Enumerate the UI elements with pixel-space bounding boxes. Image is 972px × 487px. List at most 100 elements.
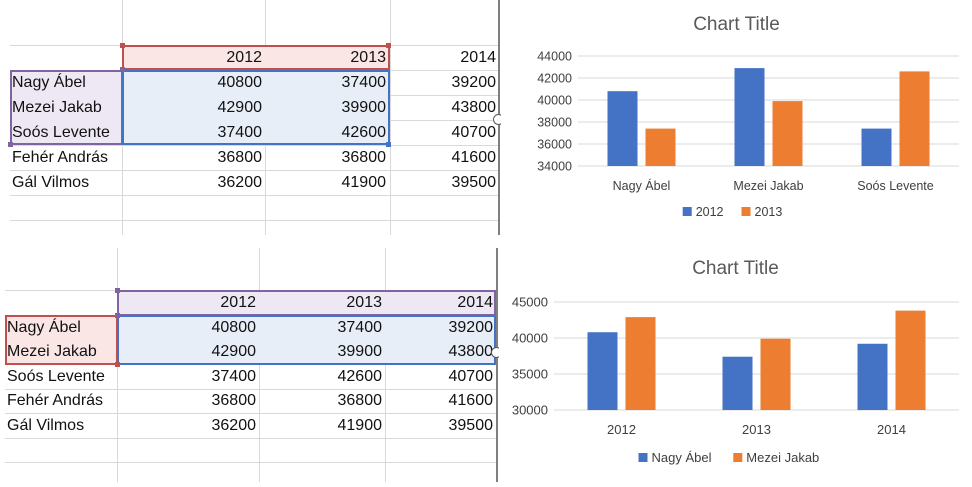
bar-2 [760, 338, 791, 410]
table-cell: 37400 [341, 74, 387, 91]
table-cell: 36800 [341, 149, 387, 166]
bar-1 [857, 343, 888, 410]
legend-swatch [682, 207, 692, 216]
bar-1 [861, 128, 892, 166]
row-label: Gál Vilmos [12, 174, 90, 191]
table-cell: 40800 [217, 74, 263, 91]
bar-2 [625, 317, 656, 410]
chart-bottom-svg: Chart Title 30000 35000 40000 45000 2012 2013 2… [512, 258, 959, 465]
resize-handle[interactable] [115, 288, 120, 293]
table-cell: 36800 [217, 149, 263, 166]
table-cell: 39900 [337, 343, 383, 360]
y-tick-label: 34000 [537, 160, 572, 174]
table-cell: 40800 [211, 319, 257, 336]
table-cell: 39500 [448, 417, 494, 434]
bar-2 [645, 128, 676, 166]
gridline [390, 0, 391, 235]
table-cell: 40700 [451, 124, 497, 141]
y-tick-label: 42000 [537, 72, 572, 86]
chart-title: Chart Title [693, 14, 780, 35]
table-cell: 36800 [337, 392, 383, 409]
chart-top[interactable]: Chart Title 34000 36000 38000 40000 42000 4400… [501, 0, 972, 235]
table-cell: 42600 [337, 368, 383, 385]
x-tick-label: Mezei Jakab [733, 179, 803, 193]
resize-handle[interactable] [115, 313, 120, 318]
table-cell: 41600 [451, 149, 497, 166]
chart-title: Chart Title [692, 258, 779, 279]
table-cell: 39200 [448, 319, 494, 336]
table-cell: 39200 [451, 74, 497, 91]
table-cell: 43800 [451, 99, 497, 116]
column-header: 2014 [457, 294, 493, 311]
resize-handle[interactable] [386, 43, 391, 48]
x-tick-label: 2013 [742, 422, 771, 437]
table-cell: 42900 [211, 343, 257, 360]
gridline [5, 389, 496, 390]
row-label: Mezei Jakab [7, 343, 97, 360]
gridline [5, 413, 496, 414]
gridline [259, 248, 260, 482]
column-header: 2013 [346, 294, 382, 311]
column-header: 2013 [350, 49, 386, 66]
table-cell: 37400 [211, 368, 257, 385]
legend-label: Mezei Jakab [746, 450, 819, 465]
table-cell: 40700 [448, 368, 494, 385]
bottom-sheet: 2012 2013 2014 Nagy Ábel 40800 37400 392… [0, 248, 496, 482]
header-range-highlight[interactable] [122, 45, 390, 70]
table-cell: 39500 [451, 174, 497, 191]
chart-top-svg: Chart Title 34000 36000 38000 40000 42000 4400… [537, 14, 959, 219]
row-label: Fehér András [7, 392, 104, 409]
table-cell: 41900 [341, 174, 387, 191]
gridline [10, 170, 498, 171]
row-label: Nagy Ábel [12, 74, 86, 91]
gridline [10, 195, 498, 196]
table-cell: 41600 [448, 392, 494, 409]
bar-1 [722, 356, 753, 410]
y-tick-label: 40000 [512, 331, 548, 346]
values-range-highlight[interactable] [117, 315, 496, 365]
gridline [385, 248, 386, 482]
bar-2 [895, 310, 926, 410]
row-label: Nagy Ábel [7, 319, 81, 336]
chart-bottom[interactable]: Chart Title 30000 35000 40000 45000 2012 2013 2… [499, 248, 972, 482]
table-cell: 42900 [217, 99, 263, 116]
table-cell: 37400 [217, 124, 263, 141]
table-cell: 36800 [211, 392, 257, 409]
bar-1 [607, 91, 638, 166]
x-tick-label: Nagy Ábel [613, 178, 671, 193]
legend-swatch [741, 207, 751, 216]
column-header: 2012 [226, 49, 262, 66]
y-tick-label: 45000 [512, 295, 548, 310]
chart-border [496, 248, 498, 482]
resize-handle[interactable] [8, 142, 13, 147]
gridline [5, 462, 496, 463]
row-label: Fehér András [12, 149, 109, 166]
resize-handle[interactable] [120, 67, 125, 72]
legend-swatch [733, 453, 743, 462]
values-range-highlight[interactable] [122, 70, 390, 145]
x-tick-label: Soós Levente [857, 179, 933, 193]
bar-2 [899, 71, 930, 166]
table-cell: 42600 [341, 124, 387, 141]
legend-label: 2012 [696, 205, 724, 219]
resize-handle[interactable] [115, 362, 120, 367]
row-label: Soós Levente [7, 368, 105, 385]
column-header: 2012 [220, 294, 256, 311]
row-label: Mezei Jakab [12, 99, 102, 116]
resize-handle[interactable] [386, 142, 391, 147]
gridline [10, 145, 498, 146]
gridline [10, 220, 498, 221]
bar-2 [772, 101, 803, 166]
gridline [5, 438, 496, 439]
x-tick-label: 2014 [877, 422, 906, 437]
legend-swatch [638, 453, 648, 462]
y-tick-label: 38000 [537, 116, 572, 130]
table-cell: 39900 [341, 99, 387, 116]
row-label: Soós Levente [12, 124, 110, 141]
table-cell: 41900 [337, 417, 383, 434]
resize-handle[interactable] [120, 43, 125, 48]
table-cell: 36200 [217, 174, 263, 191]
category-range-highlight[interactable] [10, 70, 123, 145]
bar-1 [734, 68, 765, 166]
bar-1 [587, 332, 618, 410]
